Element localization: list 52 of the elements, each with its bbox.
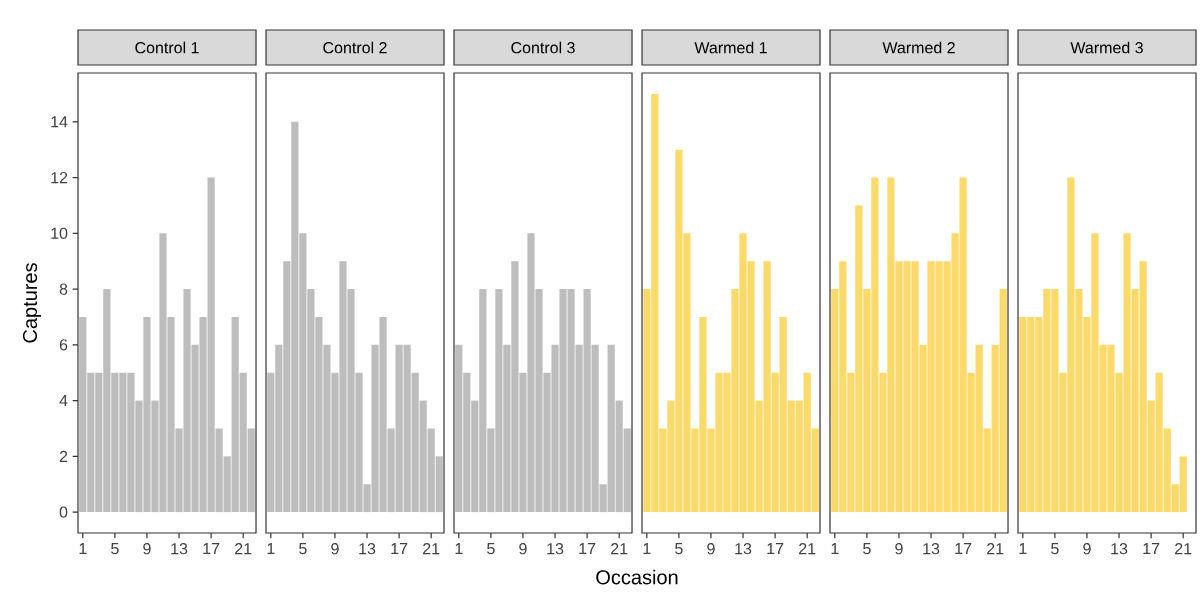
y-tick-label: 0: [59, 506, 68, 518]
y-tick-label: 2: [59, 450, 68, 462]
x-tick-label: 13: [547, 543, 564, 555]
x-tick-label: 21: [1175, 543, 1192, 555]
x-tick-label: 1: [79, 543, 87, 555]
x-tick-label: 9: [331, 543, 339, 555]
x-tick-label: 21: [611, 543, 628, 555]
chart-title: Control 2: [323, 41, 387, 54]
x-tick-label: 21: [799, 543, 816, 555]
y-axis-title: Captures: [22, 263, 41, 343]
x-tick-label: 5: [1051, 543, 1059, 555]
x-tick-label: 17: [1143, 543, 1160, 555]
x-tick-label: 5: [299, 543, 307, 555]
chart-title: Control 3: [511, 41, 575, 54]
x-tick-label: 1: [643, 543, 651, 555]
x-tick-label: 17: [955, 543, 972, 555]
x-tick-label: 5: [675, 543, 683, 555]
x-tick-label: 9: [895, 543, 903, 555]
x-tick-label: 5: [863, 543, 871, 555]
x-tick-label: 5: [111, 543, 119, 555]
x-tick-label: 1: [267, 543, 275, 555]
x-tick-label: 1: [831, 543, 839, 555]
x-tick-label: 21: [235, 543, 252, 555]
x-tick-label: 21: [423, 543, 440, 555]
y-tick-label: 14: [51, 116, 68, 128]
y-tick-label: 6: [59, 339, 68, 351]
x-tick-label: 5: [487, 543, 495, 555]
x-tick-label: 9: [707, 543, 715, 555]
x-tick-label: 9: [143, 543, 151, 555]
x-tick-label: 13: [359, 543, 376, 555]
x-tick-label: 17: [579, 543, 596, 555]
x-tick-label: 13: [735, 543, 752, 555]
chart-title: Warmed 2: [882, 41, 955, 54]
x-tick-label: 17: [203, 543, 220, 555]
x-tick-label: 9: [519, 543, 527, 555]
x-tick-label: 17: [391, 543, 408, 555]
x-tick-label: 13: [923, 543, 940, 555]
y-tick-label: 4: [59, 395, 68, 407]
x-tick-label: 21: [987, 543, 1004, 555]
x-tick-label: 9: [1083, 543, 1091, 555]
x-axis-title: Occasion: [596, 569, 678, 585]
chart-title: Warmed 1: [694, 41, 767, 54]
x-tick-label: 1: [455, 543, 463, 555]
chart-title: Warmed 3: [1070, 41, 1143, 54]
x-tick-label: 13: [1111, 543, 1128, 555]
x-tick-label: 1: [1019, 543, 1027, 555]
x-tick-label: 13: [171, 543, 188, 555]
y-tick-label: 8: [59, 283, 68, 295]
chart-title: Control 1: [135, 41, 199, 54]
y-tick-label: 12: [51, 171, 68, 184]
x-tick-label: 17: [767, 543, 784, 555]
y-tick-label: 10: [51, 227, 68, 239]
